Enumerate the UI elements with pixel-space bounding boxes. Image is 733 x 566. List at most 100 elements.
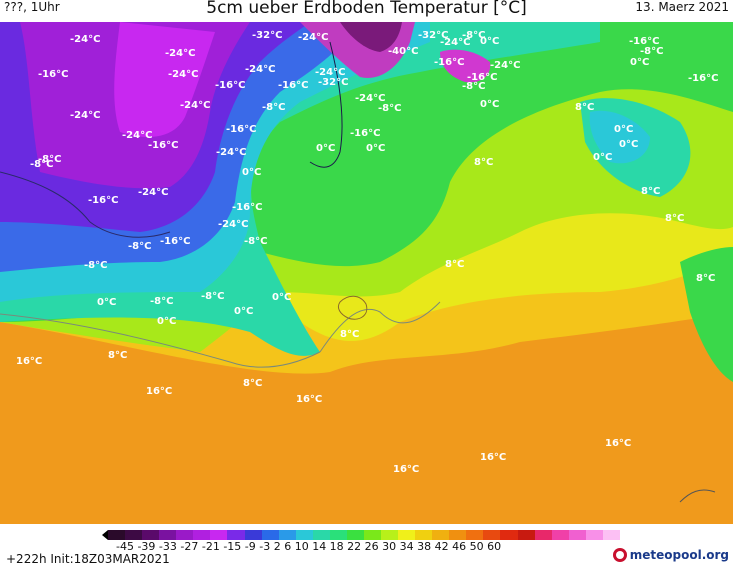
header-bar: ???, 1Uhr 5cm ueber Erdboden Temperatur …: [0, 0, 733, 22]
temperature-label: -8°C: [640, 46, 663, 57]
temperature-label: -8°C: [462, 30, 485, 41]
coastline: [679, 489, 716, 503]
zone-island-cold: [440, 49, 491, 83]
temperature-label: -24°C: [298, 32, 328, 43]
scale-cell: [210, 530, 228, 540]
temperature-map: -24°C -24°C -32°C -24°C -32°C -24°C -8°C 0°C -16…: [0, 22, 733, 524]
forecast-date: 13. Maerz 2021: [635, 0, 729, 14]
zone-magenta: [114, 22, 215, 137]
zone-east-coast: [680, 247, 733, 382]
coastline: [319, 301, 441, 353]
temperature-label: -16°C: [226, 124, 256, 135]
temperature-label: -16°C: [467, 72, 497, 83]
coastline: [309, 41, 343, 168]
temperature-label: 0°C: [272, 292, 291, 303]
temperature-label: -16°C: [688, 73, 718, 84]
temperature-label: 8°C: [665, 213, 684, 224]
temperature-label: 0°C: [614, 124, 633, 135]
temperature-label: -24°C: [70, 34, 100, 45]
scale-cell: [278, 530, 296, 540]
scale-cell: [398, 530, 416, 540]
scale-cell: [363, 530, 381, 540]
map-canvas: -24°C-24°C-32°C -24°C -32°C-24°C-8°C0°C -16…: [0, 22, 733, 524]
temperature-label: 16°C: [480, 452, 506, 463]
temperature-label: -24°C: [245, 64, 275, 75]
temperature-label: 0°C: [480, 36, 499, 47]
logo-text: meteopool.org: [629, 548, 729, 562]
temperature-label: -16°C: [88, 195, 118, 206]
scale-cell: [125, 530, 143, 540]
init-time: +222h Init:18Z03MAR2021: [6, 552, 170, 566]
temperature-label: 0°C: [593, 152, 612, 163]
zone-east-cold: [589, 110, 650, 164]
temperature-label: -32°C: [318, 77, 348, 88]
temperature-label: 8°C: [696, 273, 715, 284]
temperature-label: -24°C: [216, 147, 246, 158]
temperature-label: -16°C: [629, 36, 659, 47]
temperature-label: -16°C: [350, 128, 380, 139]
scale-cell: [346, 530, 364, 540]
temperature-label: -24°C: [490, 60, 520, 71]
coastline: [0, 313, 321, 368]
temperature-label: 0°C: [157, 316, 176, 327]
temperature-label: -24°C: [168, 69, 198, 80]
scale-cell: [449, 530, 467, 540]
scale-cell: [551, 530, 569, 540]
temperature-label: -16°C: [215, 80, 245, 91]
scale-cell: [381, 530, 399, 540]
meteopool-logo-icon: [612, 548, 627, 562]
temperature-label: -24°C: [440, 37, 470, 48]
scale-cell: [585, 530, 603, 540]
temperature-label: 16°C: [393, 464, 419, 475]
temperature-label: -32°C: [252, 30, 282, 41]
temperature-label: 0°C: [242, 167, 261, 178]
temperature-label: 0°C: [97, 297, 116, 308]
temperature-label: -24°C: [122, 130, 152, 141]
scale-cell: [108, 530, 126, 540]
temperature-label: -8°C: [262, 102, 285, 113]
temperature-label: -24°C: [180, 100, 210, 111]
temperature-label: 16°C: [146, 386, 172, 397]
scale-cell: [602, 530, 620, 540]
scale-cell: [568, 530, 586, 540]
scale-cell: [466, 530, 484, 540]
temperature-label: -8°C: [38, 154, 61, 165]
temperature-label: 8°C: [445, 259, 464, 270]
temperature-label: 8°C: [243, 378, 262, 389]
temperature-label: -8°C: [84, 260, 107, 271]
scale-cell: [483, 530, 501, 540]
temperature-label: -8°C: [462, 81, 485, 92]
temperature-label: -24°C: [218, 219, 248, 230]
temperature-label: 0°C: [316, 143, 335, 154]
temperature-label: 0°C: [480, 99, 499, 110]
brand-logo: meteopool.org: [612, 548, 729, 562]
temperature-label: -16°C: [148, 140, 178, 151]
temperature-label: 8°C: [641, 186, 660, 197]
temperature-label: -16°C: [232, 202, 262, 213]
map-title: 5cm ueber Erdboden Temperatur [°C]: [206, 0, 527, 18]
scale-cell: [295, 530, 313, 540]
scale-cell: [261, 530, 279, 540]
temperature-label: 8°C: [340, 329, 359, 340]
scale-labels: -45 -39 -33 -27 -21 -15 -9 -3 2 6 10 14 …: [116, 540, 502, 553]
scale-cell: [329, 530, 347, 540]
temperature-label: 16°C: [605, 438, 631, 449]
coastline: [337, 295, 368, 320]
scale-cell: [517, 530, 535, 540]
temperature-label: 16°C: [296, 394, 322, 405]
coastline: [0, 171, 171, 238]
scale-cell: [312, 530, 330, 540]
temperature-label: -24°C: [70, 110, 100, 121]
temperature-label: 0°C: [234, 306, 253, 317]
scale-cell: [534, 530, 552, 540]
temperature-label: -16°C: [434, 57, 464, 68]
temperature-label: 8°C: [108, 350, 127, 361]
temperature-label: -8°C: [378, 103, 401, 114]
temperature-label: -24°C: [315, 67, 345, 78]
scale-cell: [500, 530, 518, 540]
temperature-label: -32°C: [418, 30, 448, 41]
footer-bar: -45 -39 -33 -27 -21 -15 -9 -3 2 6 10 14 …: [0, 524, 733, 566]
temperature-label: -40°C: [388, 46, 418, 57]
scale-arrow-icon: [102, 530, 108, 540]
zone-greenland-core: [340, 22, 402, 52]
